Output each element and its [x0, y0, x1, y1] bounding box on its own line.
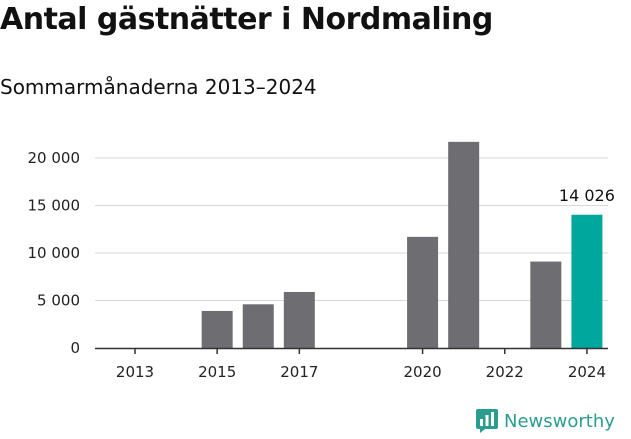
bar-2023	[530, 261, 562, 348]
y-axis-labels: 0 5 000 10 000 15 000 20 000	[28, 149, 81, 357]
bar-2017	[283, 291, 315, 348]
highlight-data-label: 14 026	[559, 186, 615, 205]
bars	[201, 141, 603, 348]
y-tick-label: 5 000	[37, 292, 80, 310]
newsworthy-logo: Newsworthy	[476, 409, 615, 433]
x-axis-labels: 2013 2015 2017 2020 2022 2024	[116, 363, 606, 381]
logo-text: Newsworthy	[504, 410, 615, 432]
x-tick-label: 2013	[116, 363, 154, 381]
x-tick-label: 2020	[403, 363, 441, 381]
x-tick-label: 2024	[568, 363, 606, 381]
bar-2016	[242, 304, 274, 348]
y-tick-label: 0	[70, 339, 80, 357]
bar-chart-icon	[476, 409, 498, 433]
x-tick-label: 2015	[198, 363, 236, 381]
x-tick-label: 2017	[280, 363, 318, 381]
bar-2021	[448, 141, 480, 348]
bar-2015	[201, 310, 233, 348]
bar-2024	[571, 214, 603, 348]
data-labels: 14 026	[559, 186, 615, 205]
y-tick-label: 15 000	[28, 197, 81, 215]
x-tick-label: 2022	[486, 363, 524, 381]
y-tick-label: 20 000	[28, 149, 81, 167]
grid-lines	[95, 157, 608, 301]
bar-2020	[407, 236, 439, 348]
y-tick-label: 10 000	[28, 244, 81, 262]
chart-title: Antal gästnätter i Nordmaling	[0, 2, 493, 37]
chart-subtitle: Sommarmånaderna 2013–2024	[0, 75, 317, 99]
x-axis	[95, 347, 608, 354]
